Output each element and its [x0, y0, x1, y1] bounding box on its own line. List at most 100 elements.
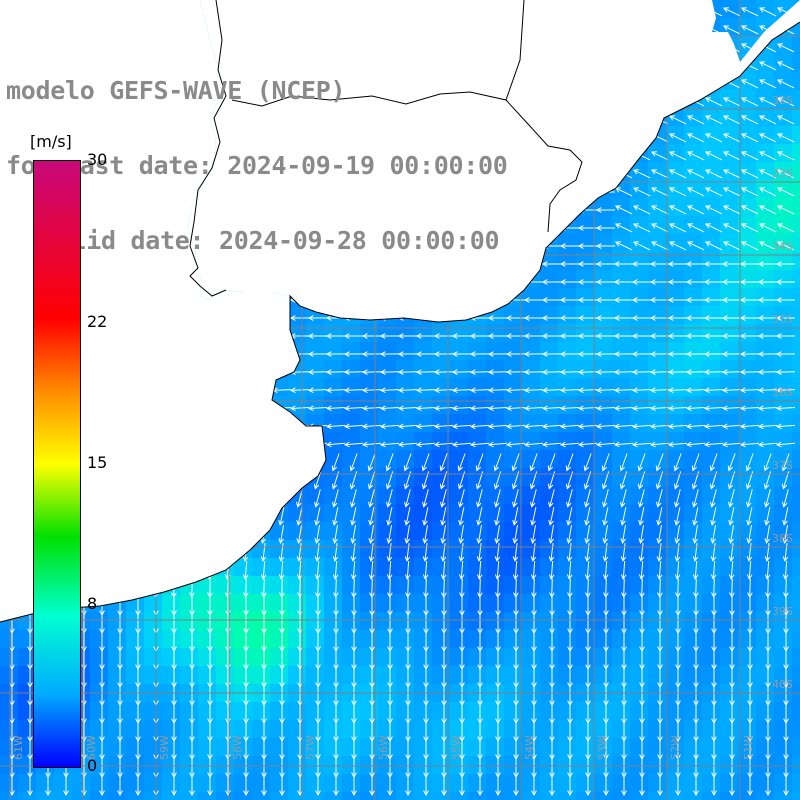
field-cell: [684, 792, 703, 800]
field-cell: [756, 306, 775, 325]
field-cell: [522, 612, 541, 631]
field-cell: [720, 666, 739, 685]
wind-arrow: [739, 315, 759, 321]
wind-arrow: [314, 489, 321, 508]
field-cell: [486, 342, 505, 361]
field-cell: [324, 738, 343, 757]
field-cell: [774, 612, 793, 631]
wind-arrow: [404, 489, 411, 508]
wind-arrow: [566, 525, 572, 544]
wind-arrow: [566, 560, 573, 581]
field-cell: [630, 612, 649, 631]
wind-arrow: [350, 543, 357, 562]
field-cell: [540, 558, 559, 577]
wind-arrow: [783, 777, 789, 797]
wind-arrow: [27, 777, 33, 797]
field-cell: [540, 288, 559, 307]
field-cell: [612, 648, 631, 667]
wind-arrow: [512, 560, 519, 581]
field-cell: [450, 432, 469, 451]
wind-arrow: [415, 369, 436, 375]
wind-arrow: [649, 441, 670, 448]
field-cell: [756, 630, 775, 649]
wind-arrow: [487, 387, 508, 394]
field-cell: [468, 540, 487, 559]
field-cell: [162, 612, 181, 631]
wind-arrow: [686, 151, 705, 161]
field-cell: [648, 540, 667, 559]
field-cell: [216, 702, 235, 721]
field-cell: [558, 450, 577, 469]
field-cell: [576, 558, 595, 577]
wind-arrow: [781, 453, 790, 472]
field-cell: [684, 198, 703, 217]
land-south: [0, 0, 326, 622]
field-cell: [558, 792, 577, 800]
field-cell: [414, 432, 433, 451]
field-cell: [432, 612, 451, 631]
wind-arrow: [541, 405, 562, 412]
field-cell: [702, 414, 721, 433]
field-cell: [432, 522, 451, 541]
wind-arrow: [614, 205, 633, 215]
field-cell: [540, 612, 559, 631]
wind-arrow: [595, 279, 615, 285]
wind-arrow: [397, 441, 418, 448]
field-cell: [504, 414, 523, 433]
wind-arrow: [650, 241, 669, 251]
wind-arrow: [745, 453, 754, 472]
field-cell: [702, 360, 721, 379]
field-cell: [684, 180, 703, 199]
field-cell: [198, 702, 217, 721]
wind-arrow: [685, 315, 705, 321]
field-cell: [720, 576, 739, 595]
wind-arrow: [379, 369, 400, 375]
field-cell: [396, 648, 415, 667]
field-cell: [378, 612, 397, 631]
wind-arrow: [296, 525, 302, 544]
field-cell: [612, 558, 631, 577]
wind-arrow: [565, 453, 574, 472]
wind-arrow: [746, 489, 753, 508]
wind-arrow: [325, 423, 346, 430]
field-cell: [702, 774, 721, 793]
wind-arrow: [686, 115, 705, 125]
field-cell: [540, 756, 559, 775]
wind-arrow: [242, 560, 249, 581]
wind-arrow: [289, 387, 310, 394]
field-cell: [378, 450, 397, 469]
field-cell: [504, 792, 523, 800]
field-cell: [612, 450, 631, 469]
field-cell: [792, 720, 800, 739]
field-cell: [756, 648, 775, 667]
wind-arrow: [703, 261, 723, 267]
wind-arrow: [451, 387, 472, 394]
field-cell: [432, 360, 451, 379]
field-cell: [360, 612, 379, 631]
field-cell: [648, 594, 667, 613]
field-cell: [648, 342, 667, 361]
field-cell: [648, 666, 667, 685]
field-cell: [216, 720, 235, 739]
field-cell: [630, 432, 649, 451]
field-cell: [594, 396, 613, 415]
field-cell: [396, 360, 415, 379]
field-cell: [792, 162, 800, 181]
field-cell: [342, 558, 361, 577]
wind-arrow: [631, 333, 651, 339]
wind-arrow: [458, 489, 465, 508]
field-cell: [720, 792, 739, 800]
wind-arrow: [638, 489, 645, 508]
field-cell: [576, 360, 595, 379]
field-cell: [432, 558, 451, 577]
field-cell: [0, 756, 19, 775]
field-cell: [450, 774, 469, 793]
wind-arrow: [541, 297, 561, 303]
wind-arrow: [487, 441, 508, 448]
field-cell: [468, 522, 487, 541]
wind-arrow: [620, 525, 626, 544]
wind-arrow: [440, 543, 447, 562]
field-cell: [468, 450, 487, 469]
wind-arrow: [439, 453, 448, 472]
wind-arrow: [379, 423, 400, 430]
